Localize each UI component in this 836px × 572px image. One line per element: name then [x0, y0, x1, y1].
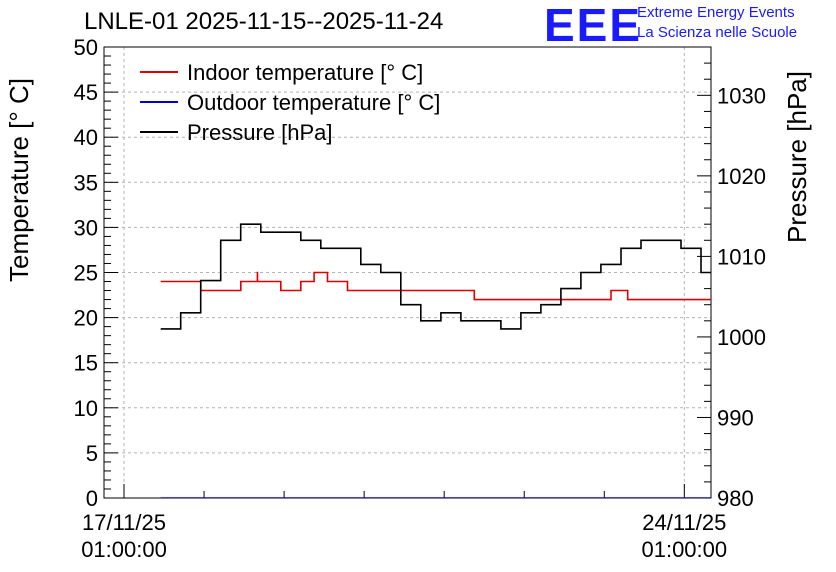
y2-axis-title: Pressure [hPa] — [782, 71, 812, 243]
logo-text-line1: Extreme Energy Events — [637, 4, 795, 21]
legend-label: Indoor temperature [° C] — [187, 60, 423, 85]
y-tick-label: 10 — [74, 396, 98, 421]
x-tick-label: 24/11/25 — [642, 510, 726, 535]
y2-tick-label: 1020 — [717, 164, 766, 189]
y-axis-title: Temperature [° C] — [4, 78, 34, 282]
y-tick-label: 20 — [74, 306, 98, 331]
y2-tick-label: 1000 — [717, 325, 766, 350]
grid — [104, 47, 711, 498]
logo-text-line2: La Scienza nelle Scuole — [637, 24, 798, 41]
y2-tick-label: 1010 — [717, 244, 766, 269]
y-tick-label: 45 — [74, 80, 98, 105]
y2-tick-label: 1030 — [717, 83, 766, 108]
y2-tick-label: 990 — [717, 405, 754, 430]
y-tick-label: 35 — [74, 170, 98, 195]
x-tick-label: 01:00:00 — [641, 537, 727, 562]
y-tick-label: 15 — [74, 351, 98, 376]
y-tick-label: 25 — [74, 261, 98, 286]
y2-tick-label: 980 — [717, 486, 754, 511]
series-line — [160, 223, 711, 330]
x-tick-label: 01:00:00 — [81, 537, 167, 562]
eee-logo: EEE — [544, 0, 643, 51]
y-tick-label: 0 — [86, 486, 98, 511]
y-tick-label: 50 — [74, 35, 98, 60]
series-line — [160, 271, 711, 301]
legend: Indoor temperature [° C] Outdoor temperat… — [140, 60, 440, 145]
y-tick-label: 40 — [74, 125, 98, 150]
legend-label: Outdoor temperature [° C] — [187, 90, 440, 115]
y-tick-label: 30 — [74, 215, 98, 240]
y-tick-label: 5 — [86, 441, 98, 466]
axes: 0 5 10 15 20 25 30 35 40 45 50 980 990 1000 1010 1020 10… — [74, 35, 766, 562]
chart-title: LNLE-01 2025-11-15--2025-11-24 — [84, 8, 444, 35]
legend-label: Pressure [hPa] — [187, 120, 333, 145]
series-layer — [160, 223, 711, 498]
x-tick-label: 17/11/25 — [82, 510, 166, 535]
